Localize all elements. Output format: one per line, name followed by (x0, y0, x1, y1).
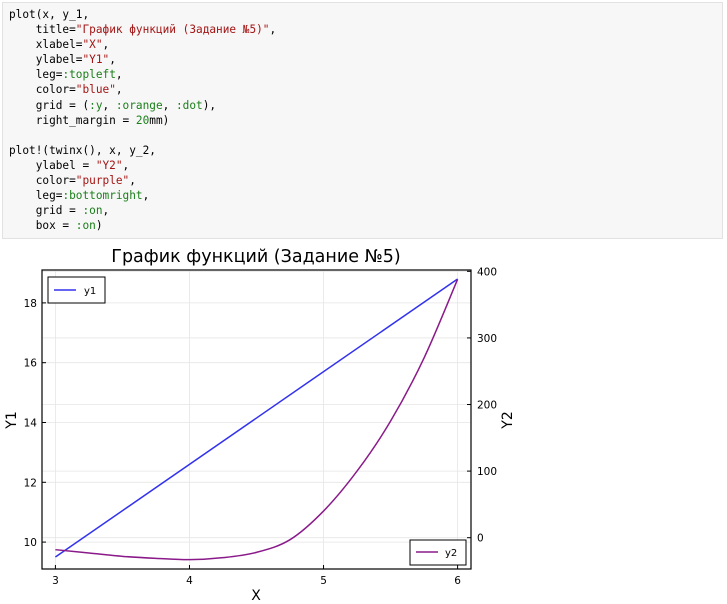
y-right-tick-label: 200 (477, 400, 497, 412)
code-token: , (115, 83, 123, 97)
code-token: , (269, 23, 277, 37)
code-token: "Y1" (82, 53, 110, 67)
y-left-tick-label: 10 (24, 537, 37, 549)
y-right-tick-label: 300 (477, 333, 497, 345)
y-left-axis-label: Y1 (4, 411, 20, 429)
code-token: , (102, 38, 110, 52)
y-right-tick-label: 100 (477, 466, 497, 478)
code-token: "purple" (75, 174, 130, 188)
code-token: , (109, 53, 116, 67)
code-token: plot(x, y_1, (9, 8, 90, 21)
legend-bottom-right: y2 (409, 539, 467, 566)
code-editor[interactable]: plot(x, y_1, title="График функций (Зада… (9, 7, 716, 233)
y-right-tick-label: 0 (477, 533, 484, 545)
code-token: 20 (135, 113, 150, 127)
code-line: xlabel="X", (9, 37, 716, 52)
code-token: , (162, 98, 176, 112)
y-left-tick-label: 16 (24, 358, 38, 370)
code-line: ylabel="Y1", (9, 52, 716, 67)
chart-title: График функций (Задание №5) (111, 247, 400, 267)
code-token: :on (75, 219, 96, 233)
x-tick-label: 3 (52, 575, 59, 587)
code-line: ylabel = "Y2", (9, 158, 716, 173)
plot-figure: 3 4 5 6 10 12 14 16 18 0 100 200 300 400 График функц… (4, 247, 516, 604)
code-token: "График функций (Задание №5)" (75, 23, 270, 37)
code-token: , (122, 158, 130, 172)
code-token: :on (82, 204, 103, 218)
code-token: :y (89, 98, 103, 112)
code-token: color= (9, 83, 76, 97)
code-token: :orange (115, 98, 163, 112)
code-line: title="График функций (Задание №5)", (9, 22, 716, 37)
plot-area-frame (41, 269, 472, 570)
code-line (9, 128, 716, 143)
code-token: "X" (82, 38, 103, 52)
code-token: , (102, 204, 110, 218)
code-line: plot!(twinx(), x, y_2, (9, 143, 716, 158)
code-line: plot(x, y_1, (9, 7, 716, 22)
y-left-tick-label: 14 (24, 417, 38, 429)
code-token: , (115, 68, 123, 82)
code-token: :bottomright (62, 189, 143, 203)
code-token: xlabel= (9, 38, 83, 52)
code-token: right_margin = (9, 113, 136, 127)
code-token: leg= (9, 68, 63, 82)
legend-label-y1: y1 (84, 286, 96, 297)
grid (42, 270, 471, 569)
code-token: box = (9, 219, 76, 233)
code-token: ylabel = (9, 158, 96, 172)
code-token: , (142, 189, 150, 203)
code-token: "blue" (75, 83, 116, 97)
legend-label-y2: y2 (445, 548, 457, 559)
series-line-y1 (54, 278, 459, 558)
y-left-tick-label: 18 (24, 298, 37, 310)
x-tick-label: 5 (320, 575, 327, 587)
code-line: right_margin = 20mm) (9, 113, 716, 128)
code-token: mm) (149, 113, 170, 127)
code-token: grid = ( (9, 98, 90, 112)
legend-top-left: y1 (47, 276, 106, 304)
code-line: color="blue", (9, 82, 716, 97)
code-token: grid = (9, 204, 83, 218)
code-token: plot!(twinx(), x, y_2, (9, 143, 156, 157)
code-line: box = :on) (9, 218, 716, 233)
code-token: :topleft (62, 68, 116, 82)
y-right-axis-label: Y2 (500, 411, 516, 429)
code-token: color= (9, 174, 76, 188)
code-token: , (102, 98, 116, 112)
code-cell[interactable]: plot(x, y_1, title="График функций (Зада… (2, 2, 723, 239)
x-tick-label: 6 (454, 575, 461, 587)
code-token: :dot (176, 98, 203, 112)
code-token: title= (9, 23, 76, 37)
y-left-tick-label: 12 (24, 477, 37, 489)
code-line: leg=:topleft, (9, 67, 716, 82)
series-layer (54, 278, 459, 561)
y-right-tick-label: 400 (477, 266, 497, 278)
code-line: grid = (:y, :orange, :dot), (9, 98, 716, 113)
code-token: ) (95, 219, 103, 233)
code-token: leg= (9, 189, 63, 203)
x-axis-label: X (251, 588, 261, 604)
code-token: ), (202, 98, 217, 112)
code-line: color="purple", (9, 173, 716, 188)
code-token: "Y2" (95, 158, 123, 172)
axis-ticks: 3 4 5 6 10 12 14 16 18 0 100 200 300 400 (24, 266, 497, 587)
code-line: leg=:bottomright, (9, 188, 716, 203)
code-token: ylabel= (9, 53, 83, 67)
code-line: grid = :on, (9, 203, 716, 218)
code-token: , (129, 174, 136, 188)
x-tick-label: 4 (186, 575, 193, 587)
series-line-y2 (55, 279, 459, 561)
